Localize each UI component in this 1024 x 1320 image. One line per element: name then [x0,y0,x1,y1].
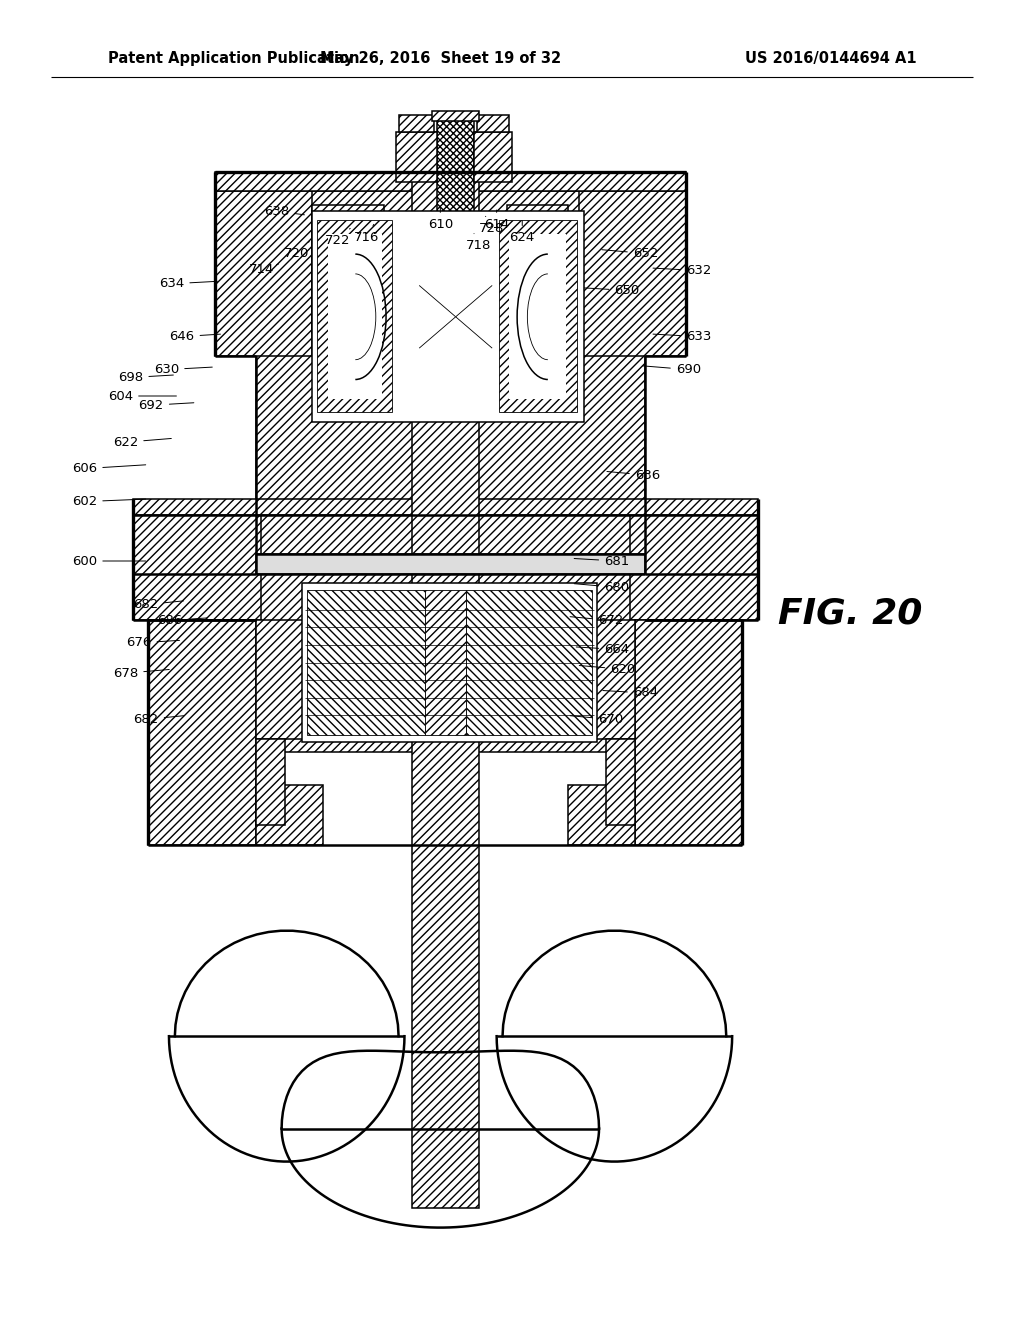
Text: 670: 670 [570,713,624,726]
Bar [396,132,437,182]
Bar [312,211,584,422]
Bar [584,620,635,739]
Text: 600: 600 [72,554,145,568]
Bar [256,620,307,739]
Bar [630,515,758,620]
Bar [579,191,686,356]
Bar [412,132,479,1208]
Bar [635,620,742,845]
Bar [474,132,512,182]
Bar [256,574,645,752]
Bar [606,739,635,825]
Bar [215,191,312,356]
Text: 606: 606 [72,462,145,475]
Bar [499,220,577,412]
Text: 682: 682 [133,713,183,726]
Text: Patent Application Publication: Patent Application Publication [108,50,359,66]
Text: 652: 652 [602,247,658,260]
Text: 614: 614 [484,210,509,231]
Text: 678: 678 [113,667,169,680]
Text: 633: 633 [653,330,712,343]
Bar [133,499,758,515]
Text: 686: 686 [157,614,207,627]
Text: 722: 722 [326,228,350,247]
Text: 636: 636 [607,469,660,482]
Bar [321,215,376,322]
Bar [437,115,474,224]
Text: 720: 720 [285,242,309,260]
Text: 714: 714 [249,263,279,276]
Text: 698: 698 [118,371,173,384]
Text: FIG. 20: FIG. 20 [778,597,923,631]
Bar [466,590,592,735]
Text: 610: 610 [428,206,453,231]
Bar [399,115,434,132]
Bar [256,554,645,574]
Bar [432,111,479,121]
Text: 672: 672 [570,614,624,627]
Bar [317,220,392,412]
Bar [256,739,285,825]
Text: 630: 630 [154,363,212,376]
Bar [307,590,425,735]
Text: 624: 624 [510,220,535,244]
Text: 632: 632 [653,264,712,277]
Bar [568,785,635,845]
Bar [312,205,384,333]
Bar [515,215,560,322]
Text: May 26, 2016  Sheet 19 of 32: May 26, 2016 Sheet 19 of 32 [319,50,561,66]
Text: 680: 680 [574,581,630,594]
Text: US 2016/0144694 A1: US 2016/0144694 A1 [744,50,916,66]
Text: 622: 622 [113,436,171,449]
Text: 681: 681 [574,554,630,568]
Bar [328,234,382,399]
Bar [256,191,645,574]
Text: 638: 638 [264,205,304,218]
Text: 728: 728 [479,216,504,235]
Bar [133,515,261,620]
Text: 718: 718 [466,234,490,252]
Text: 602: 602 [72,495,145,508]
Text: 684: 684 [603,686,658,700]
Text: 634: 634 [159,277,217,290]
Text: 664: 664 [577,643,630,656]
Text: 716: 716 [354,224,379,244]
Text: 676: 676 [126,636,179,649]
Bar [477,115,509,132]
Bar [507,205,568,333]
Text: 650: 650 [585,284,640,297]
Bar [256,785,323,845]
Bar [148,620,256,845]
Text: 604: 604 [108,389,176,403]
Text: 692: 692 [138,399,194,412]
Bar [509,234,566,399]
Bar [215,172,686,191]
Text: 646: 646 [169,330,220,343]
Bar [425,590,466,735]
Text: 682: 682 [133,598,183,611]
Bar [302,583,597,742]
Text: 690: 690 [643,363,701,376]
Text: 620: 620 [580,663,636,676]
